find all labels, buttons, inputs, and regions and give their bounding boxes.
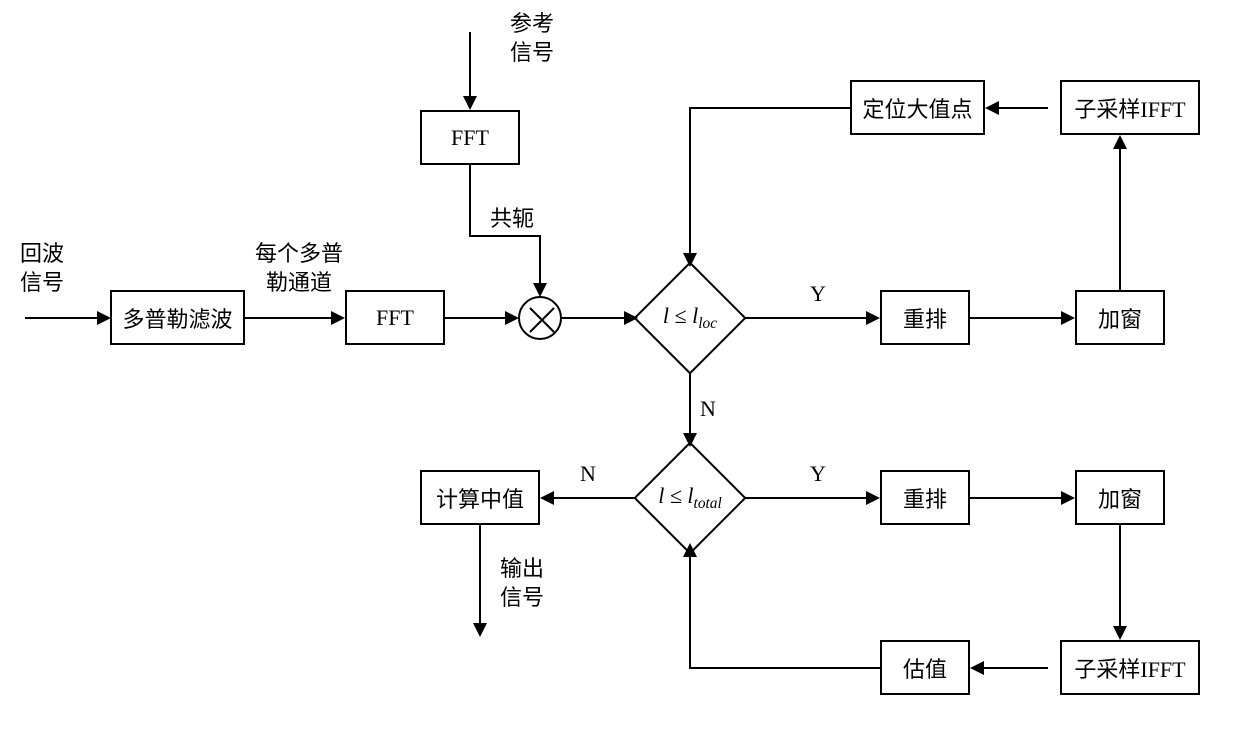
box-locate-peak: 定位大值点 [850, 80, 985, 135]
arrowhead-icon [683, 433, 697, 447]
arrowhead-icon [473, 623, 487, 637]
edge [690, 667, 880, 669]
edge [562, 317, 626, 319]
edge [689, 107, 691, 255]
arrowhead-icon [331, 311, 345, 325]
box-rearrange-bot: 重排 [880, 470, 970, 525]
box-doppler-filter: 多普勒滤波 [110, 290, 245, 345]
edge [245, 317, 333, 319]
label-y2: Y [810, 460, 826, 489]
edge [469, 32, 471, 98]
label-ref: 参考信号 [510, 10, 554, 67]
arrowhead-icon [540, 491, 554, 505]
edge [970, 317, 1063, 319]
diamond-cond1: l ≤ lloc [650, 278, 730, 358]
text: 重排 [903, 482, 947, 514]
edge [25, 317, 99, 319]
edge [445, 317, 507, 319]
text: 计算中值 [436, 482, 524, 514]
arrowhead-icon [1061, 491, 1075, 505]
box-rearrange-top: 重排 [880, 290, 970, 345]
text: FFT [451, 125, 489, 151]
text: 加窗 [1098, 302, 1142, 334]
arrowhead-icon [533, 283, 547, 297]
text: FFT [376, 305, 414, 331]
edge [539, 235, 541, 285]
edge [982, 667, 1048, 669]
box-window-top: 加窗 [1075, 290, 1165, 345]
edge [469, 165, 471, 235]
multiply-node [518, 296, 562, 340]
arrowhead-icon [683, 253, 697, 267]
text: 子采样IFFT [1074, 652, 1185, 684]
cond1-text: l ≤ lloc [626, 303, 754, 333]
text: 加窗 [1098, 482, 1142, 514]
edge [745, 317, 868, 319]
diamond-cond2: l ≤ ltotal [650, 458, 730, 538]
edge [689, 555, 691, 669]
arrowhead-icon [985, 101, 999, 115]
text: 定位大值点 [862, 92, 972, 124]
arrowhead-icon [463, 96, 477, 110]
text: 子采样IFFT [1074, 92, 1185, 124]
label-n1: N [700, 395, 716, 424]
edge [745, 497, 868, 499]
edge [552, 497, 634, 499]
box-window-bot: 加窗 [1075, 470, 1165, 525]
arrowhead-icon [683, 543, 697, 557]
label-echo: 回波信号 [20, 240, 64, 297]
edge [689, 373, 691, 435]
arrowhead-icon [1113, 135, 1127, 149]
label-n2: N [580, 460, 596, 489]
arrowhead-icon [1061, 311, 1075, 325]
arrowhead-icon [1113, 626, 1127, 640]
edge [479, 525, 481, 625]
arrowhead-icon [624, 311, 638, 325]
edge [690, 107, 850, 109]
arrowhead-icon [97, 311, 111, 325]
text: 估值 [903, 652, 947, 684]
box-fft-top: FFT [420, 110, 520, 165]
label-output: 输出信号 [500, 555, 544, 612]
edge [970, 497, 1063, 499]
arrowhead-icon [970, 661, 984, 675]
arrowhead-icon [866, 491, 880, 505]
label-conjugate: 共轭 [490, 205, 534, 234]
box-fft-mid: FFT [345, 290, 445, 345]
edge [1119, 525, 1121, 628]
box-estimate: 估值 [880, 640, 970, 695]
edge [1119, 147, 1121, 290]
edge [469, 235, 540, 237]
box-ifft-top: 子采样IFFT [1060, 80, 1200, 135]
arrowhead-icon [505, 311, 519, 325]
edge [997, 107, 1048, 109]
label-y1: Y [810, 280, 826, 309]
cond2-text: l ≤ ltotal [626, 483, 754, 513]
box-ifft-bot: 子采样IFFT [1060, 640, 1200, 695]
text: 多普勒滤波 [122, 302, 232, 334]
text: 重排 [903, 302, 947, 334]
box-compute-median: 计算中值 [420, 470, 540, 525]
label-every-doppler: 每个多普勒通道 [255, 240, 343, 297]
arrowhead-icon [866, 311, 880, 325]
